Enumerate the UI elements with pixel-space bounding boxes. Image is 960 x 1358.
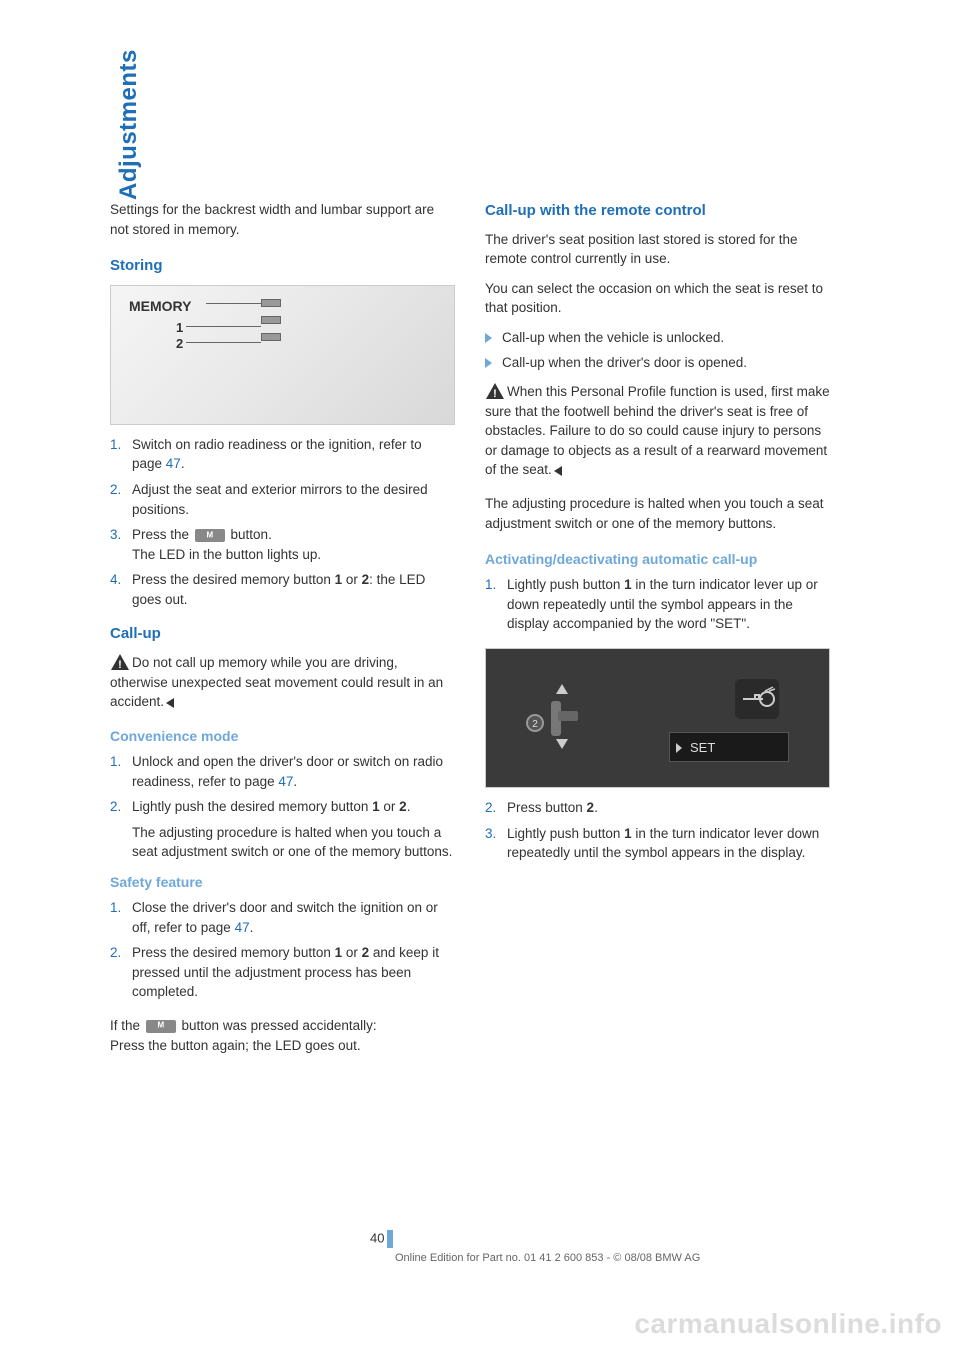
warning-text: Do not call up memory while you are driv…	[110, 655, 443, 709]
triangle-bullet-icon	[485, 333, 492, 343]
safety-tail: If the button was pressed accidentally: …	[110, 1016, 455, 1055]
storing-steps: 1. Switch on radio readiness or the igni…	[110, 435, 455, 610]
step-number: 3.	[110, 525, 132, 564]
warning-icon: !	[110, 653, 130, 671]
page-link[interactable]: 47	[166, 456, 181, 471]
list-item: 1. Close the driver's door and switch th…	[110, 898, 455, 937]
page-body: Settings for the backrest width and lumb…	[110, 200, 830, 1065]
left-column: Settings for the backrest width and lumb…	[110, 200, 455, 1065]
page-number: 40	[370, 1230, 393, 1248]
heading-storing: Storing	[110, 255, 455, 277]
svg-text:!: !	[118, 659, 122, 671]
remote-p2: You can select the occasion on which the…	[485, 279, 830, 318]
list-item: Call-up when the driver's door is opened…	[485, 353, 830, 373]
triangle-bullet-icon	[485, 358, 492, 368]
heading-remote: Call-up with the remote control	[485, 200, 830, 222]
list-item: 2. Lightly push the desired memory butto…	[110, 797, 455, 817]
warning-block: ! When this Personal Profile function is…	[485, 382, 830, 480]
step-text: Press the desired memory button	[132, 945, 335, 960]
convenience-steps: 1. Unlock and open the driver's door or …	[110, 752, 455, 817]
end-marker-icon	[554, 466, 562, 476]
list-item: 3. Lightly push button 1 in the turn ind…	[485, 824, 830, 863]
step-text: Press the	[132, 527, 193, 542]
figure-memory-num2: 2	[176, 335, 183, 354]
key-icon	[735, 679, 779, 719]
m-button-icon	[195, 529, 225, 542]
list-item: 1. Unlock and open the driver's door or …	[110, 752, 455, 791]
step-text: Lightly push the desired memory button	[132, 799, 372, 814]
step-number: 1.	[485, 575, 507, 634]
step-number: 3.	[485, 824, 507, 863]
list-item: 3. Press the button.The LED in the butto…	[110, 525, 455, 564]
auto-steps-1: 1. Lightly push button 1 in the turn ind…	[485, 575, 830, 634]
intro-text: Settings for the backrest width and lumb…	[110, 200, 455, 239]
list-item: 2. Press the desired memory button 1 or …	[110, 943, 455, 1002]
warning-block: ! Do not call up memory while you are dr…	[110, 653, 455, 712]
step-text: Close the driver's door and switch the i…	[132, 900, 438, 935]
step-number: 4.	[110, 570, 132, 609]
step-number: 2.	[485, 798, 507, 818]
list-item: 2. Press button 2.	[485, 798, 830, 818]
list-item: Call-up when the vehicle is unlocked.	[485, 328, 830, 348]
warning-icon: !	[485, 382, 505, 400]
heading-callup: Call-up	[110, 623, 455, 645]
list-item: 4. Press the desired memory button 1 or …	[110, 570, 455, 609]
step-text: Press button	[507, 800, 587, 815]
bullet-text: Call-up when the vehicle is unlocked.	[502, 328, 724, 348]
bullet-text: Call-up when the driver's door is opened…	[502, 353, 747, 373]
list-item: 1. Switch on radio readiness or the igni…	[110, 435, 455, 474]
list-item: 1. Lightly push button 1 in the turn ind…	[485, 575, 830, 634]
figure-display-text: SET	[669, 732, 789, 762]
arrow-up-icon	[556, 684, 568, 694]
step-text: Lightly push button	[507, 826, 624, 841]
end-marker-icon	[166, 698, 174, 708]
right-column: Call-up with the remote control The driv…	[485, 200, 830, 1065]
figure-memory-label: MEMORY	[129, 296, 191, 316]
figure-lever-number: 2	[526, 714, 544, 732]
page-link[interactable]: 47	[278, 774, 293, 789]
step-number: 2.	[110, 480, 132, 519]
svg-text:!: !	[493, 388, 497, 400]
footer-text: Online Edition for Part no. 01 41 2 600 …	[395, 1252, 700, 1264]
page-link[interactable]: 47	[235, 920, 250, 935]
step-text: Press the desired memory button	[132, 572, 335, 587]
m-button-icon	[146, 1020, 176, 1033]
section-label: Adjustments	[115, 49, 143, 200]
warning-text: When this Personal Profile function is u…	[485, 384, 830, 477]
step-number: 1.	[110, 898, 132, 937]
convenience-note: The adjusting procedure is halted when y…	[132, 823, 455, 862]
step-number: 1.	[110, 435, 132, 474]
step-text: Lightly push button	[507, 577, 624, 592]
heading-safety: Safety feature	[110, 872, 455, 892]
watermark: carmanualsonline.info	[634, 1308, 942, 1340]
heading-auto-callup: Activating/deactivating automatic call-u…	[485, 549, 830, 569]
remote-p1: The driver's seat position last stored i…	[485, 230, 830, 269]
remote-bullets: Call-up when the vehicle is unlocked. Ca…	[485, 328, 830, 372]
step-number: 1.	[110, 752, 132, 791]
list-item: 2. Adjust the seat and exterior mirrors …	[110, 480, 455, 519]
heading-convenience: Convenience mode	[110, 726, 455, 746]
page-number-bar	[387, 1230, 393, 1248]
remote-p3: The adjusting procedure is halted when y…	[485, 494, 830, 533]
auto-steps-2: 2. Press button 2. 3. Lightly push butto…	[485, 798, 830, 863]
step-number: 2.	[110, 943, 132, 1002]
figure-memory-buttons: MEMORY 1 2	[110, 285, 455, 425]
figure-set-display: 2 SET	[485, 648, 830, 788]
step-text: Adjust the seat and exterior mirrors to …	[132, 480, 455, 519]
safety-steps: 1. Close the driver's door and switch th…	[110, 898, 455, 1002]
step-number: 2.	[110, 797, 132, 817]
